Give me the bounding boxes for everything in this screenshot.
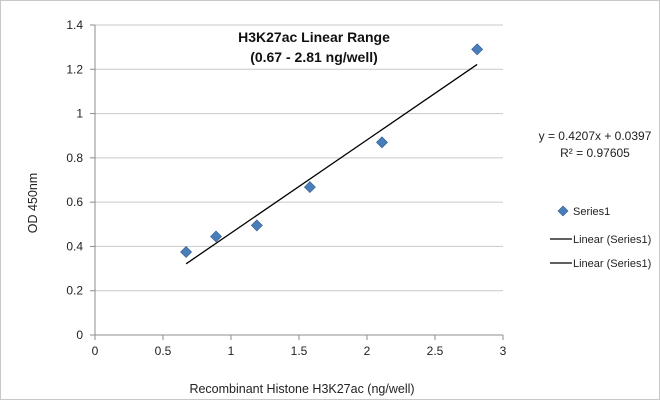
legend-diamond-marker <box>557 205 569 217</box>
x-tick-label: 1.5 <box>291 344 308 358</box>
y-tick-label: 0.4 <box>66 239 83 253</box>
x-tick-label: 2 <box>364 344 371 358</box>
y-axis-title: OD 450nm <box>26 173 40 233</box>
data-point <box>210 230 222 243</box>
y-tick-label: 0.2 <box>66 284 83 298</box>
data-points <box>180 43 484 258</box>
x-tick-label: 3 <box>500 344 507 358</box>
trendline <box>185 63 478 265</box>
data-point <box>471 43 484 56</box>
x-tick-label: 0.5 <box>155 344 172 358</box>
x-tick-label: 0 <box>92 344 99 358</box>
legend-item-linear-1: Linear (Series1) <box>550 234 651 246</box>
x-tick-labels: 0 0.5 1 1.5 2 2.5 3 <box>92 335 507 358</box>
chart-title: H3K27ac Linear Range <box>238 29 390 45</box>
legend-label-series1: Series1 <box>573 206 610 218</box>
axes <box>94 25 503 336</box>
data-point <box>250 219 263 232</box>
x-tick-label: 2.5 <box>427 344 444 358</box>
x-tick-label: 1 <box>228 344 235 358</box>
data-point <box>180 246 193 258</box>
data-point <box>376 136 388 149</box>
y-tick-labels: 0 0.2 0.4 0.6 0.8 1 1.2 1.4 <box>66 18 95 342</box>
legend-item-series1: Series1 <box>557 205 610 218</box>
y-tick-label: 0 <box>76 328 83 342</box>
trendline-equation: y = 0.4207x + 0.0397 <box>539 129 652 143</box>
y-tick-label: 1 <box>76 107 83 121</box>
y-tick-label: 1.4 <box>66 18 83 32</box>
grid-lines <box>95 24 503 292</box>
y-tick-label: 0.6 <box>66 195 83 209</box>
y-tick-label: 1.2 <box>66 62 83 76</box>
r-squared-value: R² = 0.97605 <box>560 146 630 160</box>
legend-label-linear-1: Linear (Series1) <box>573 234 651 246</box>
y-tick-label: 0.8 <box>66 151 83 165</box>
legend: Series1 Linear (Series1) Linear (Series1… <box>550 205 651 270</box>
legend-item-linear-2: Linear (Series1) <box>550 258 651 270</box>
x-axis-title: Recombinant Histone H3K27ac (ng/well) <box>189 382 414 396</box>
data-point <box>303 181 316 194</box>
legend-label-linear-2: Linear (Series1) <box>573 258 651 270</box>
chart-subtitle: (0.67 - 2.81 ng/well) <box>250 49 378 65</box>
